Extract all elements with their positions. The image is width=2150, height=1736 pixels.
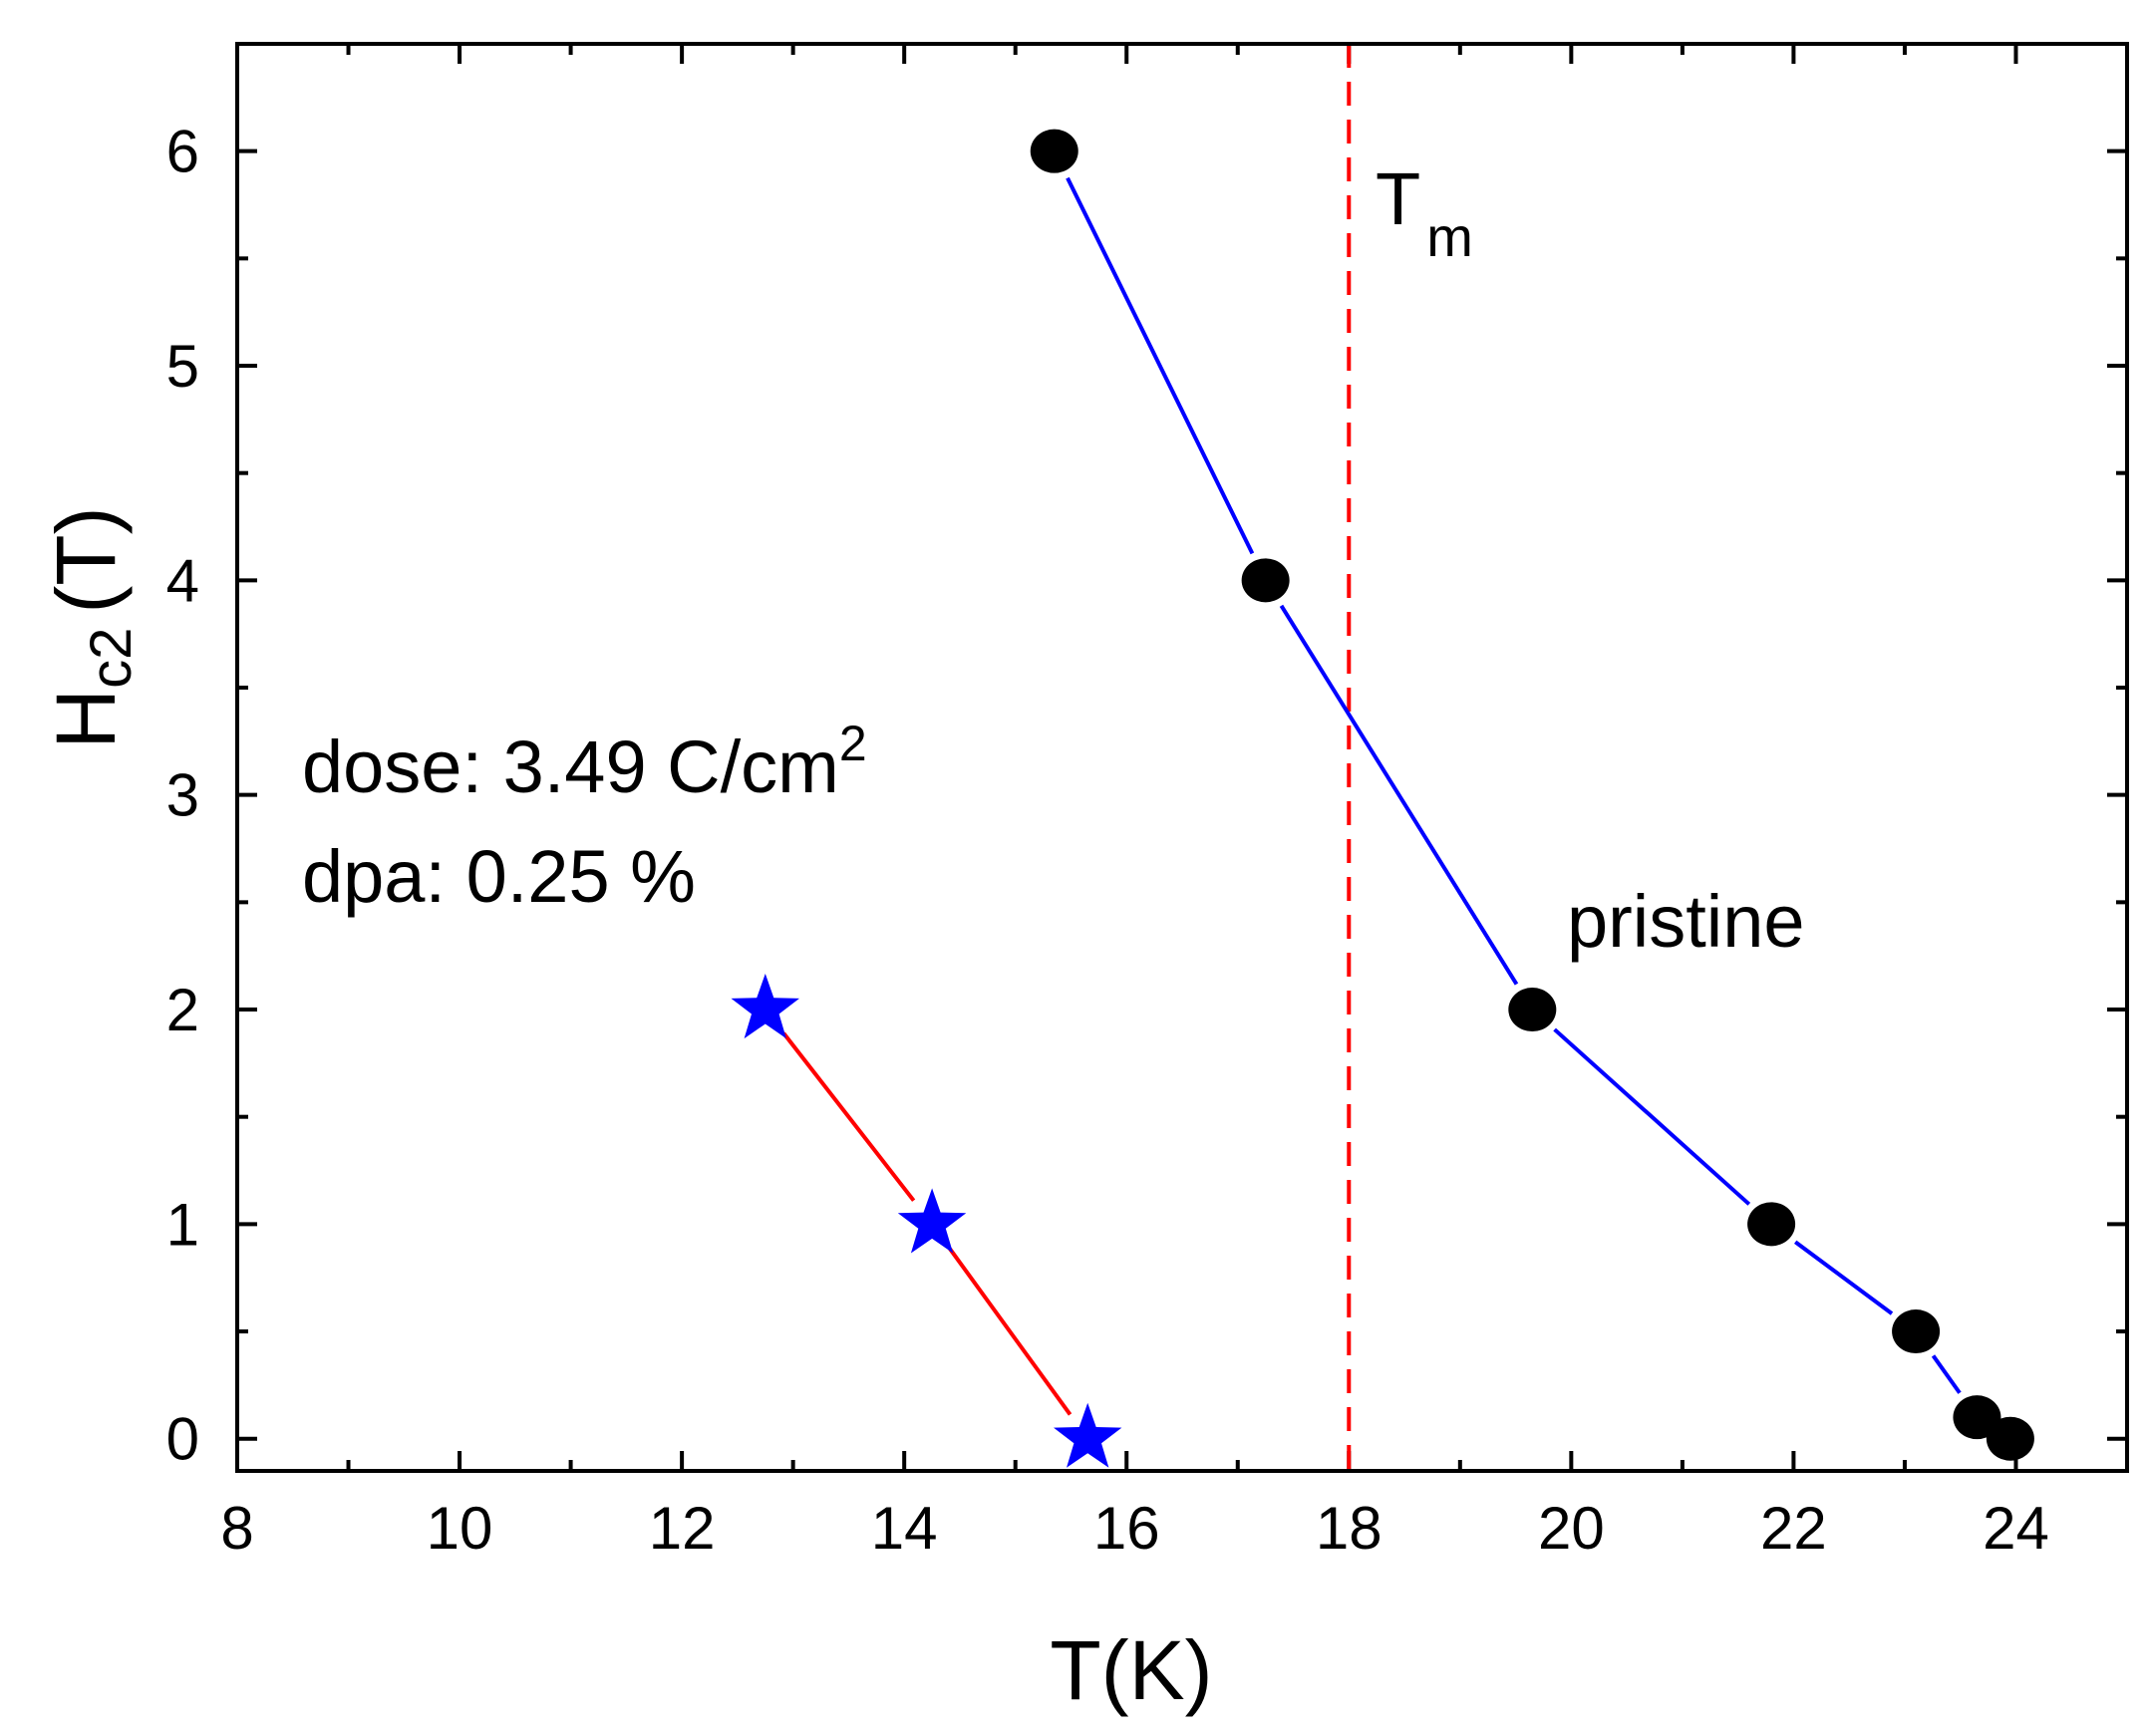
x-tick-label: 20	[1538, 1495, 1605, 1562]
x-tick-label: 8	[220, 1495, 253, 1562]
x-tick-label: 14	[871, 1495, 938, 1562]
dose-annotation-sup: 2	[839, 716, 867, 771]
y-tick-label: 4	[166, 547, 199, 614]
pristine-line-segment	[1793, 1240, 1894, 1315]
pristine-point	[1986, 1416, 2034, 1461]
y-axis-title-unit: (T)	[39, 506, 133, 613]
lines-layer	[781, 176, 1962, 1416]
markers-layer	[731, 129, 2034, 1468]
pristine-point	[1508, 988, 1557, 1032]
pristine-annotation: pristine	[1567, 880, 1805, 963]
tm-annotation-main: T	[1376, 157, 1420, 240]
irradiated-point	[897, 1188, 967, 1254]
y-tick-label: 6	[166, 119, 199, 185]
dose-annotation: dose: 3.49 C/cm2	[302, 716, 867, 808]
y-tick-label: 2	[166, 977, 199, 1043]
tm-annotation-sub: m	[1426, 205, 1473, 268]
plot-frame	[235, 42, 2129, 1473]
pristine-point	[1747, 1202, 1796, 1247]
y-axis-title-sub: c2	[79, 628, 144, 689]
pristine-point	[1030, 129, 1078, 173]
y-tick-label: 0	[166, 1406, 199, 1473]
pristine-line-segment	[1553, 1027, 1751, 1206]
y-tick-label: 5	[166, 333, 199, 400]
x-tick-label: 16	[1093, 1495, 1160, 1562]
y-axis-title: Hc2 (T)	[39, 506, 144, 748]
x-tick-label: 10	[427, 1495, 493, 1562]
dpa-annotation: dpa: 0.25 %	[302, 835, 696, 918]
x-axis-title: T(K)	[1050, 1623, 1212, 1717]
pristine-line-segment	[1066, 176, 1255, 555]
y-tick-label: 1	[166, 1191, 199, 1258]
pristine-point	[1953, 1395, 2001, 1440]
x-tick-label: 18	[1316, 1495, 1382, 1562]
irradiated-line-segment	[948, 1247, 1073, 1416]
irradiated-point	[1054, 1402, 1122, 1468]
y-tick-label: 3	[166, 762, 199, 829]
dose-annotation-text: dose: 3.49 C/cm	[302, 725, 839, 808]
pristine-line-segment	[1931, 1354, 1962, 1394]
pristine-line-segment	[1279, 604, 1519, 986]
pristine-point	[1892, 1309, 1941, 1354]
x-tick-label: 12	[649, 1495, 716, 1562]
x-tick-label: 24	[1983, 1495, 2049, 1562]
irradiated-point	[731, 974, 799, 1039]
y-axis-title-main: H	[39, 689, 133, 749]
x-tick-label: 22	[1760, 1495, 1827, 1562]
irradiated-line-segment	[781, 1031, 916, 1202]
pristine-point	[1241, 558, 1290, 603]
